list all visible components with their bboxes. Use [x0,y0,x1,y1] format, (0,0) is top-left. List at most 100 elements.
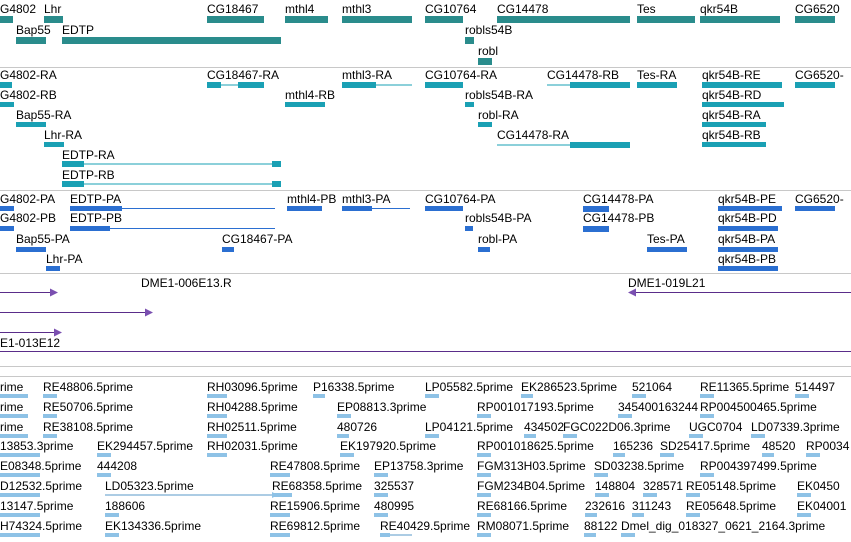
est-bar[interactable] [270,473,290,477]
gene-label[interactable]: CG10764 [425,2,477,16]
transcript-label[interactable]: robl-RA [478,108,519,122]
transcript-bar[interactable] [702,82,782,88]
transcript-bar[interactable] [702,102,784,107]
gene-bar[interactable] [425,16,463,23]
est-bar[interactable] [594,473,608,477]
gene-bar[interactable] [44,16,63,23]
gene-label[interactable]: robl [478,44,498,58]
est-label[interactable]: 232616 [585,499,625,513]
protein-label[interactable]: qkr54B-PE [718,192,776,206]
est-bar[interactable] [751,434,765,438]
est-label[interactable]: RE69812.5prime [270,519,360,533]
est-label[interactable]: RE68358.5prime [272,479,362,493]
est-bar[interactable] [806,453,820,457]
transcript-bar[interactable] [637,82,677,88]
transcript-bar[interactable] [238,82,264,88]
est-label[interactable]: D12532.5prime [0,479,82,493]
est-label[interactable]: RP001017193.5prime [477,400,594,414]
protein-bar[interactable] [795,206,835,211]
est-label[interactable]: 13853.3prime [0,439,74,453]
est-bar[interactable] [584,533,596,537]
est-bar[interactable] [595,493,609,497]
est-label[interactable]: SD03238.5prime [594,459,684,473]
est-label[interactable]: 480726 [337,420,377,434]
est-bar[interactable] [207,434,227,438]
est-bar[interactable] [97,453,111,457]
est-bar[interactable] [337,414,351,418]
est-label[interactable]: 325537 [374,479,414,493]
protein-bar[interactable] [0,206,14,211]
est-label[interactable]: LP04121.5prime [425,420,513,434]
protein-bar[interactable] [478,247,490,252]
transcript-bar[interactable] [425,82,463,88]
est-label[interactable]: H74324.5prime [0,519,82,533]
est-bar[interactable] [521,394,533,398]
est-label[interactable]: UGC0704 [689,420,743,434]
gene-label[interactable]: mthl4 [285,2,315,16]
transcript-label[interactable]: Lhr-RA [44,128,82,142]
est-bar[interactable] [270,533,290,537]
est-label[interactable]: RH03096.5prime [207,380,298,394]
transcript-bar[interactable] [0,82,12,88]
est-label[interactable]: 514497 [795,380,835,394]
est-label[interactable]: RH02511.5prime [207,420,297,434]
protein-bar[interactable] [718,247,778,252]
transcript-bar[interactable] [272,161,281,167]
transcript-bar[interactable] [285,102,325,107]
transcript-label[interactable]: qkr54B-RD [702,88,762,102]
protein-label[interactable]: Lhr-PA [46,252,82,266]
est-label[interactable]: 444208 [97,459,137,473]
est-label[interactable]: RM08071.5prime [477,519,569,533]
transcript-label[interactable]: G4802-RB [0,88,57,102]
transcript-bar[interactable] [478,122,492,127]
transcript-label[interactable]: EDTP-RB [62,168,115,182]
est-label[interactable]: RE50706.5prime [43,400,133,414]
est-bar[interactable] [477,453,491,457]
protein-bar[interactable] [70,206,122,211]
transcript-label[interactable]: CG14478-RB [547,68,619,82]
est-bar[interactable] [524,434,536,438]
est-bar[interactable] [380,533,390,537]
est-label[interactable]: RE05648.5prime [686,499,776,513]
protein-label[interactable]: robl-PA [478,232,517,246]
gene-label[interactable]: Tes [637,2,656,16]
est-bar[interactable] [374,473,388,477]
est-bar[interactable] [0,493,40,497]
protein-label[interactable]: qkr54B-PD [718,211,777,225]
clone-label[interactable]: E1-013E12 [0,336,60,350]
transcript-bar[interactable] [702,122,766,127]
est-label[interactable]: SD25417.5prime [660,439,750,453]
est-label[interactable]: EK134336.5prime [105,519,201,533]
transcript-label[interactable]: Tes-RA [637,68,676,82]
protein-bar[interactable] [0,226,14,231]
est-bar[interactable] [0,414,28,418]
transcript-bar[interactable] [570,142,630,148]
transcript-bar[interactable] [795,82,835,88]
est-bar[interactable] [43,394,57,398]
est-label[interactable]: P16338.5prime [313,380,395,394]
transcript-label[interactable]: EDTP-RA [62,148,115,162]
transcript-bar[interactable] [342,82,376,88]
gene-bar[interactable] [342,16,412,23]
est-bar[interactable] [340,453,354,457]
est-label[interactable]: RE47808.5prime [270,459,360,473]
est-bar[interactable] [643,493,657,497]
protein-label[interactable]: CG14478-PA [583,192,653,206]
protein-bar[interactable] [287,206,322,211]
est-label[interactable]: RE38108.5prime [43,420,133,434]
transcript-bar[interactable] [0,102,14,107]
protein-bar[interactable] [342,206,372,211]
protein-label[interactable]: robls54B-PA [465,211,531,225]
protein-bar[interactable] [16,247,46,252]
clone-label[interactable]: DME1-019L21 [628,276,706,290]
protein-label[interactable]: EDTP-PA [70,192,121,206]
protein-label[interactable]: CG10764-PA [425,192,495,206]
gene-bar[interactable] [497,16,630,23]
protein-label[interactable]: EDTP-PB [70,211,122,225]
est-bar[interactable] [337,434,349,438]
est-label[interactable]: rime [0,400,24,414]
est-bar[interactable] [689,434,703,438]
est-label[interactable]: LD05323.5prime [105,479,194,493]
est-label[interactable]: RE15906.5prime [270,499,360,513]
